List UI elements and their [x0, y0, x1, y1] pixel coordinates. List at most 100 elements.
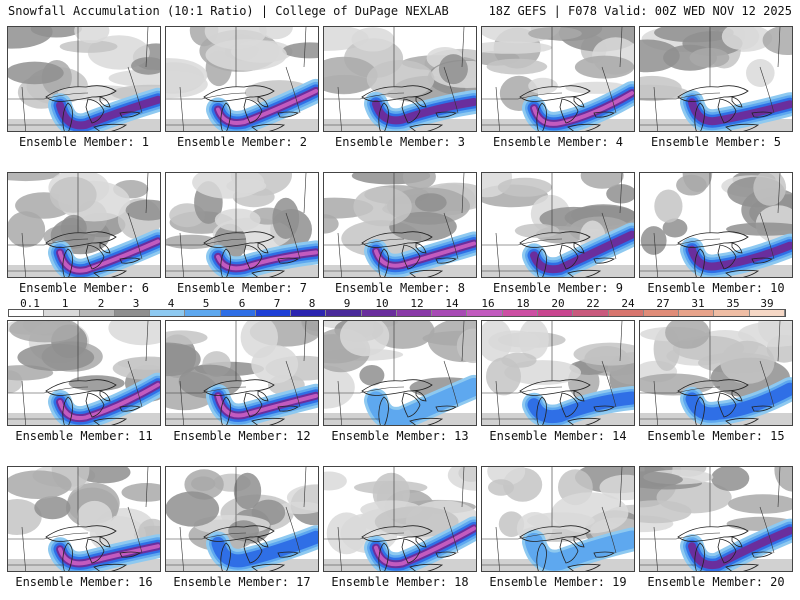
colorbar-label: 18 — [516, 297, 530, 310]
lake-outline — [751, 405, 774, 412]
lake-outline — [93, 123, 128, 131]
border-line — [303, 27, 307, 68]
lake-outline — [361, 525, 433, 542]
border-line — [443, 212, 459, 260]
border-line — [495, 380, 500, 425]
border-line — [777, 321, 781, 362]
lake-outline — [567, 417, 602, 425]
snow-shading — [551, 492, 629, 534]
lake-outline — [45, 379, 117, 396]
border-line — [21, 86, 26, 131]
lake-outline — [401, 98, 421, 124]
lake-outline — [257, 96, 269, 108]
snow-swath — [530, 230, 634, 274]
lake-outline — [717, 392, 737, 418]
border-line — [285, 360, 301, 408]
ensemble-member-map — [481, 466, 635, 572]
colorbar-swatch — [44, 310, 80, 316]
colorbar-label: 7 — [273, 297, 281, 310]
snow-swath — [532, 91, 634, 126]
lake-outline — [257, 242, 269, 254]
snow-shading — [606, 184, 634, 204]
lake-outline — [559, 244, 579, 270]
snow-shading — [166, 70, 208, 99]
snow-swath — [688, 241, 792, 271]
snow-shading — [8, 61, 64, 85]
lake-outline — [243, 538, 263, 564]
snow-shading — [74, 27, 110, 44]
ensemble-member-map — [323, 26, 477, 132]
border-line — [601, 360, 617, 408]
snow-shading — [258, 27, 293, 40]
ensemble-member-label: Ensemble Member: 1 — [18, 135, 150, 149]
lake-outline — [99, 96, 111, 108]
border-line — [324, 92, 405, 100]
colorbar-swatch — [679, 310, 715, 316]
colorbar-swatch — [502, 310, 538, 316]
snow-swath — [58, 382, 160, 421]
snow-shading — [366, 60, 435, 99]
lake-outline — [99, 536, 111, 548]
colorbar-swatch — [714, 310, 750, 316]
snow-shading — [326, 512, 367, 555]
ensemble-member-label: Ensemble Member: 20 — [647, 575, 785, 589]
lake-outline — [220, 396, 231, 425]
snow-shading — [324, 471, 347, 491]
lake-outline — [567, 123, 602, 131]
snow-shading — [49, 176, 97, 213]
snow-shading — [414, 193, 447, 212]
snow-shading — [166, 491, 220, 527]
snow-shading — [166, 330, 208, 345]
border-line — [601, 66, 617, 114]
snow-shading — [108, 321, 160, 346]
lake-outline — [62, 542, 73, 571]
snow-shading — [166, 234, 219, 250]
snow-shading — [640, 226, 667, 255]
lake-outline — [415, 242, 427, 254]
ensemble-member-map — [165, 26, 319, 132]
lake-outline — [99, 390, 111, 402]
lake-outline — [731, 242, 743, 254]
border-line — [145, 27, 149, 68]
border-line — [285, 506, 301, 554]
map-title: Snowfall Accumulation (10:1 Ratio) | Col… — [8, 4, 449, 18]
snow-shading — [353, 186, 412, 227]
lake-outline — [277, 257, 300, 264]
colorbar-swatch — [291, 310, 327, 316]
snow-shading — [8, 499, 42, 535]
colorbar-label: 2 — [97, 297, 105, 310]
snow-shading — [8, 27, 53, 49]
lake-outline — [93, 417, 128, 425]
ensemble-member-label: Ensemble Member: 15 — [647, 429, 785, 443]
border-line — [461, 173, 465, 214]
colorbar-label: 6 — [238, 297, 246, 310]
snow-shading — [205, 39, 287, 71]
snow-shading — [482, 41, 553, 54]
lake-outline — [717, 98, 737, 124]
colorbar-swatch — [185, 310, 221, 316]
snow-swath — [374, 241, 476, 268]
border-line — [337, 86, 342, 131]
lake-outline — [415, 96, 427, 108]
lake-outline — [251, 563, 286, 571]
snow-shading — [689, 48, 730, 68]
colorbar-swatch — [220, 310, 256, 316]
border-line — [21, 380, 26, 425]
lake-outline — [45, 525, 117, 542]
ensemble-member-label: Ensemble Member: 4 — [492, 135, 624, 149]
lake-outline — [220, 542, 231, 571]
snow-shading — [77, 467, 131, 484]
border-line — [443, 66, 459, 114]
colorbar-swatch — [396, 310, 433, 316]
colorbar-swatch — [114, 310, 151, 316]
lake-outline — [203, 231, 275, 248]
ensemble-member-label: Ensemble Member: 9 — [492, 281, 624, 295]
snow-shading — [728, 494, 792, 514]
lake-outline — [751, 257, 774, 264]
snow-shading — [8, 173, 60, 182]
colorbar-label: 5 — [202, 297, 210, 310]
border-line — [324, 532, 405, 540]
border-line — [179, 380, 184, 425]
snow-shading — [214, 208, 261, 232]
snow-shading — [720, 340, 775, 384]
